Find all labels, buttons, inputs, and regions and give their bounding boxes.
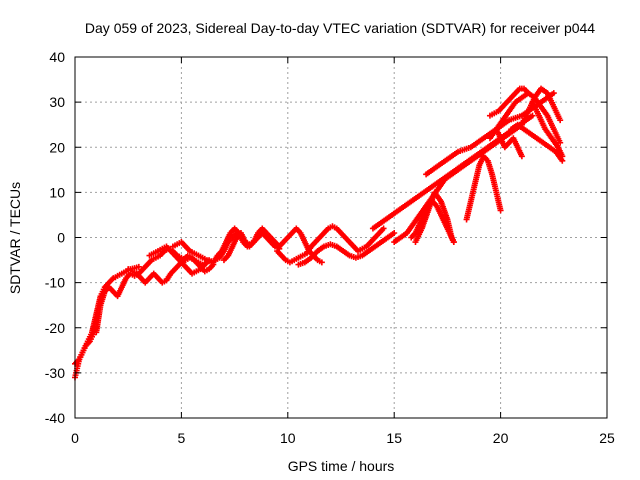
data-point bbox=[318, 259, 325, 266]
x-tick-label: 20 bbox=[493, 430, 509, 446]
series-arc-drop-12 bbox=[408, 198, 457, 246]
data-point bbox=[497, 207, 504, 214]
data-point bbox=[450, 239, 457, 246]
series-arc-rise-10 bbox=[391, 121, 525, 246]
data-point bbox=[135, 263, 142, 270]
y-tick-label: 20 bbox=[49, 139, 65, 155]
series-arc-drop-14 bbox=[463, 153, 504, 223]
data-point bbox=[109, 276, 116, 283]
series-arc-tail-18 bbox=[529, 99, 566, 160]
x-axis-ticks: 0 5 10 15 20 25 bbox=[71, 57, 615, 446]
data-point bbox=[391, 229, 398, 236]
x-tick-label: 0 bbox=[71, 430, 79, 446]
y-axis-ticks: -40 -30 -20 -10 0 10 20 30 40 bbox=[45, 49, 607, 426]
series-arc-high-16 bbox=[486, 85, 532, 119]
data-point bbox=[525, 90, 532, 97]
x-tick-label: 10 bbox=[280, 430, 296, 446]
y-axis-label: SDTVAR / TECUs bbox=[7, 182, 23, 294]
series-arc-main-early bbox=[72, 263, 142, 381]
data-point bbox=[559, 157, 566, 164]
series-arc-mid-7 bbox=[274, 223, 387, 266]
series-arc-early-2 bbox=[93, 245, 206, 336]
data-point bbox=[518, 153, 525, 160]
x-tick-label: 5 bbox=[178, 430, 186, 446]
y-tick-label: -30 bbox=[45, 365, 65, 381]
series-arc-tail-17 bbox=[518, 85, 564, 128]
y-tick-label: -40 bbox=[45, 410, 65, 426]
data-point bbox=[529, 112, 536, 119]
data-points bbox=[72, 85, 566, 381]
data-point bbox=[75, 357, 82, 364]
y-tick-label: -10 bbox=[45, 275, 65, 291]
y-tick-label: -20 bbox=[45, 320, 65, 336]
series-arc-drop-20 bbox=[493, 126, 525, 160]
y-tick-label: 10 bbox=[49, 184, 65, 200]
data-point bbox=[550, 90, 557, 97]
y-tick-label: 40 bbox=[49, 49, 65, 65]
series-arc-mid-8 bbox=[295, 229, 398, 268]
series-arc-tail-19 bbox=[508, 121, 566, 164]
x-tick-label: 15 bbox=[386, 430, 402, 446]
x-tick-label: 25 bbox=[599, 430, 615, 446]
data-point bbox=[557, 117, 564, 124]
chart-title: Day 059 of 2023, Sidereal Day-to-day VTE… bbox=[85, 20, 595, 36]
data-point bbox=[557, 139, 564, 146]
grid-lines bbox=[75, 57, 607, 418]
data-point bbox=[85, 339, 92, 346]
x-axis-label: GPS time / hours bbox=[288, 458, 395, 474]
y-tick-label: 30 bbox=[49, 94, 65, 110]
y-tick-label: 0 bbox=[57, 230, 65, 246]
data-point bbox=[380, 225, 387, 232]
